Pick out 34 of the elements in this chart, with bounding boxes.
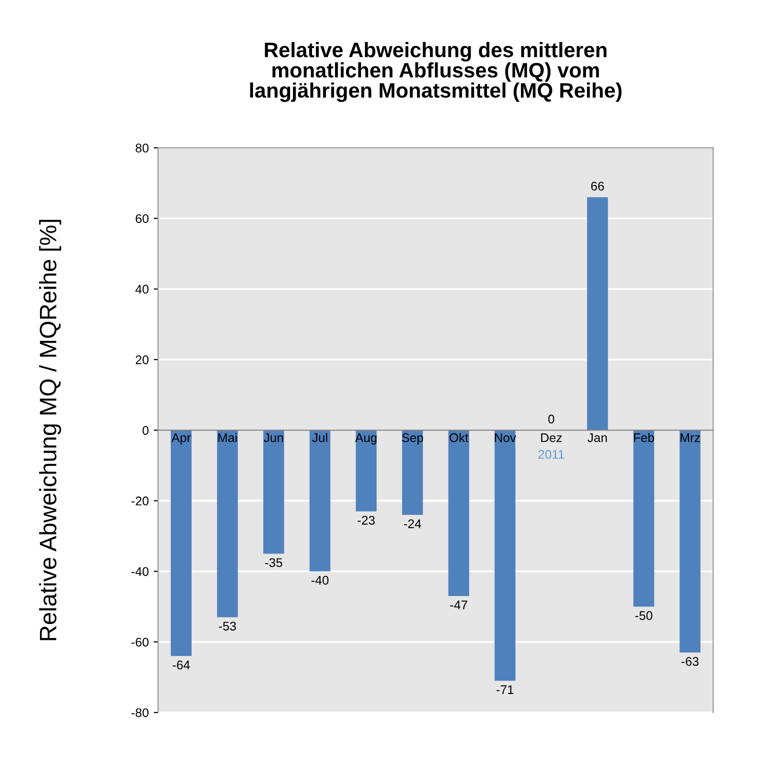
x-tick-label: Sep — [402, 433, 424, 445]
data-label: -35 — [265, 558, 282, 568]
y-tick-label: -40 — [132, 567, 149, 576]
x-tick-label: Apr — [171, 433, 191, 445]
data-label: -40 — [311, 576, 329, 585]
x-tick-label: Jun — [264, 433, 283, 442]
y-tick-label: 60 — [136, 214, 149, 224]
data-label: -23 — [358, 516, 375, 525]
x-tick-label: Jul — [312, 432, 328, 442]
y-tick-label: 20 — [136, 355, 149, 364]
y-axis-title: Relative Abweichung MQ / MQReihe [%] — [39, 220, 62, 640]
y-tick-label: 80 — [136, 144, 149, 152]
data-label: -71 — [496, 685, 514, 694]
x-tick-label: Jan — [588, 433, 607, 442]
data-label: -50 — [635, 611, 652, 620]
x-tick-label: Mai — [218, 432, 237, 442]
x-tick-label: Okt — [450, 432, 468, 442]
data-label: -47 — [450, 600, 468, 610]
x-tick-label: Dez — [541, 433, 562, 442]
x-tick-label: Feb — [634, 432, 654, 442]
annotation: 2011 — [538, 450, 564, 459]
y-tick-label: -60 — [132, 638, 149, 647]
y-tick-label: 40 — [135, 284, 149, 294]
data-label: -63 — [682, 657, 699, 666]
data-label: -24 — [404, 519, 422, 528]
data-label: 66 — [591, 182, 604, 191]
y-tick-label: -80 — [132, 708, 149, 718]
data-label: 0 — [548, 414, 554, 424]
data-label: -64 — [172, 660, 190, 670]
data-label: -53 — [218, 622, 236, 631]
y-tick-label: -20 — [132, 496, 149, 506]
x-tick-label: Mrz — [680, 433, 700, 442]
y-tick-label: 0 — [142, 426, 149, 435]
chart-title: Relative Abweichung des mittleren monatlichen Abflusses (MQ) vom langjährigen Monatsmittel (MQ Reihe) — [250, 42, 622, 102]
